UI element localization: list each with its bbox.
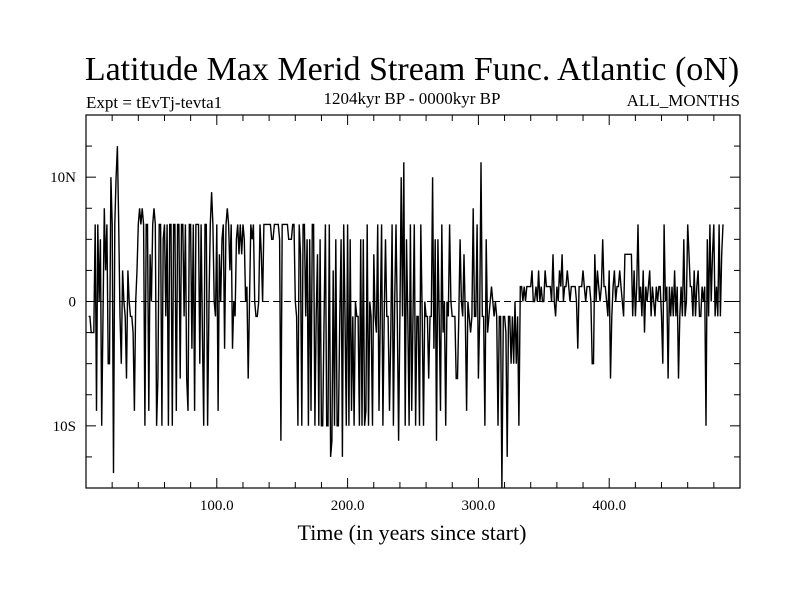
plot-frame [85,114,741,489]
y-tick-label: 10N [50,170,76,186]
x-tick-label: 100.0 [200,498,234,514]
axis-ticks [86,115,740,488]
x-tick-label: 300.0 [462,498,496,514]
experiment-label: Expt = tEvTj-tevta1 [86,93,222,112]
x-tick-label: 400.0 [592,498,626,514]
y-tick-label: 10S [53,419,76,435]
months-label: ALL_MONTHS [627,91,740,110]
x-tick-labels: 100.0 200.0 300.0 400.0 [200,498,626,514]
time-range-label: 1204kyr BP - 0000kyr BP [324,89,501,108]
y-tick-label: 0 [69,295,77,311]
x-tick-label: 200.0 [331,498,365,514]
x-axis-label: Time (in years since start) [298,520,527,545]
chart-title: Latitude Max Merid Stream Func. Atlantic… [85,51,739,88]
series-line [88,146,724,489]
y-tick-labels: 10S 0 10N [50,170,76,435]
